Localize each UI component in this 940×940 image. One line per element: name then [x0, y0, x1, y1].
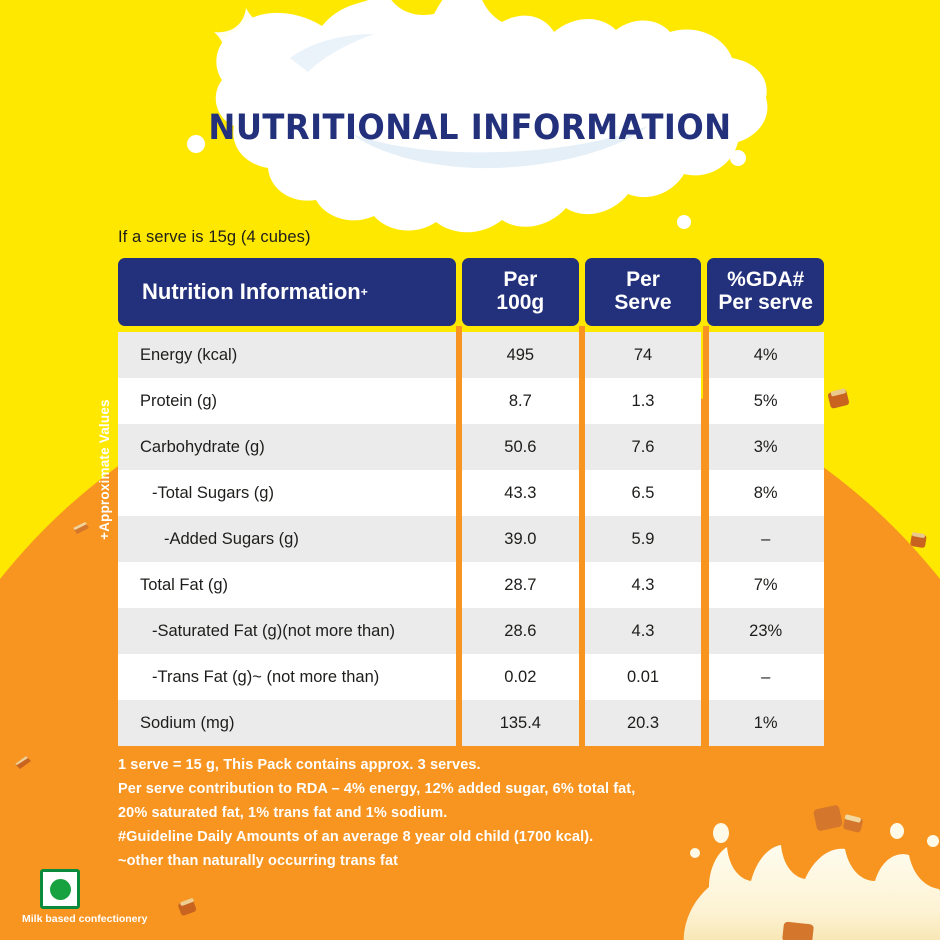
column-divider-rail: [702, 326, 709, 746]
column-header-per-serve-line2: Serve: [614, 291, 672, 314]
nutrient-label: -Trans Fat (g)~ (not more than): [118, 654, 456, 700]
column-header-gda-line2: Per serve: [718, 291, 813, 314]
approximate-values-label: +Approximate Values: [97, 399, 112, 540]
table-body: Energy (kcal) 495 74 4% Protein (g) 8.7 1.3 5% C…: [118, 326, 825, 746]
value-per-serve: 4.3: [584, 608, 702, 654]
page-title: NUTRITIONAL INFORMATION: [208, 108, 732, 148]
value-per-serve: 20.3: [584, 700, 702, 746]
column-header-nutrition-information-text: Nutrition Information: [142, 279, 361, 304]
table-row: Protein (g) 8.7 1.3 5%: [118, 378, 825, 424]
table-row: -Trans Fat (g)~ (not more than) 0.02 0.01–: [118, 654, 825, 700]
value-per-100g: 39.0: [462, 516, 579, 562]
green-dot-icon: [40, 869, 80, 909]
value-gda: 4%: [707, 332, 825, 378]
value-per-100g: 28.6: [462, 608, 579, 654]
table-header-row: Nutrition Information + Per 100g Per Serv…: [118, 258, 825, 326]
value-per-serve: 1.3: [584, 378, 702, 424]
table-row: Carbohydrate (g) 50.6 7.6 3%: [118, 424, 825, 470]
value-per-serve: 0.01: [584, 654, 702, 700]
column-header-superscript: +: [360, 285, 368, 299]
column-header-per-100g-line1: Per: [503, 268, 538, 292]
column-header-per-serve-line1: Per: [626, 268, 660, 292]
value-gda: –: [707, 516, 825, 562]
footnote-line: ~other than naturally occurring trans fa…: [118, 853, 399, 869]
column-header-per-100g: Per 100g: [462, 258, 579, 326]
green-dot-inner: [49, 878, 71, 900]
table-row: -Saturated Fat (g)(not more than) 28.6 4.3…: [118, 608, 825, 654]
footnote-line: Per serve contribution to RDA – 4% energ…: [118, 781, 636, 797]
value-per-100g: 495: [462, 332, 579, 378]
value-per-serve: 4.3: [584, 562, 702, 608]
table-row: -Total Sugars (g) 43.3 6.5 8%: [118, 470, 825, 516]
column-header-nutrition-information: Nutrition Information +: [118, 258, 456, 326]
value-per-100g: 43.3: [462, 470, 579, 516]
value-gda: –: [707, 654, 825, 700]
table-row: Total Fat (g) 28.7 4.3 7%: [118, 562, 825, 608]
nutrient-label: -Added Sugars (g): [118, 516, 456, 562]
column-header-per-100g-line2: 100g: [496, 291, 545, 314]
value-gda: 1%: [707, 700, 825, 746]
vegetarian-mark-caption: Milk based confectionery: [22, 913, 148, 925]
value-per-serve: 7.6: [584, 424, 702, 470]
nutrient-label: Protein (g): [118, 378, 456, 424]
column-header-gda-line1: %GDA#: [727, 268, 805, 292]
footnote-line: 20% saturated fat, 1% trans fat and 1% s…: [118, 805, 448, 821]
table-row: -Added Sugars (g) 39.0 5.9–: [118, 516, 825, 562]
value-gda: 7%: [707, 562, 825, 608]
nutrient-label: Energy (kcal): [118, 332, 456, 378]
value-gda: 5%: [707, 378, 825, 424]
footnote-line: 1 serve = 15 g, This Pack contains appro…: [118, 757, 481, 773]
serve-size-note: If a serve is 15g (4 cubes): [118, 228, 311, 246]
value-per-serve: 74: [584, 332, 702, 378]
nutrition-table: Nutrition Information + Per 100g Per Serv…: [118, 258, 825, 746]
column-header-per-serve: Per Serve: [584, 258, 702, 326]
value-gda: 23%: [707, 608, 825, 654]
value-per-serve: 5.9: [584, 516, 702, 562]
column-header-gda-per-serve: %GDA# Per serve: [707, 258, 825, 326]
nutrient-label: -Saturated Fat (g)(not more than): [118, 608, 456, 654]
nutrient-label: Sodium (mg): [118, 700, 456, 746]
value-per-100g: 0.02: [462, 654, 579, 700]
table-row: Sodium (mg) 135.4 20.3 1%: [118, 700, 825, 746]
value-per-100g: 28.7: [462, 562, 579, 608]
table-row: Energy (kcal) 495 74 4%: [118, 332, 825, 378]
value-per-100g: 50.6: [462, 424, 579, 470]
column-divider-rail: [456, 326, 462, 746]
toffee-cube-decoration: [827, 388, 850, 409]
value-gda: 3%: [707, 424, 825, 470]
value-gda: 8%: [707, 470, 825, 516]
nutrient-label: Carbohydrate (g): [118, 424, 456, 470]
footnotes: 1 serve = 15 g, This Pack contains appro…: [118, 757, 818, 877]
value-per-100g: 135.4: [462, 700, 579, 746]
value-per-100g: 8.7: [462, 378, 579, 424]
column-divider-rail: [579, 326, 586, 746]
value-per-serve: 6.5: [584, 470, 702, 516]
nutrient-label: -Total Sugars (g): [118, 470, 456, 516]
nutrient-label: Total Fat (g): [118, 562, 456, 608]
vegetarian-mark: Milk based confectionery: [22, 869, 147, 925]
footnote-line: #Guideline Daily Amounts of an average 8…: [118, 829, 594, 845]
